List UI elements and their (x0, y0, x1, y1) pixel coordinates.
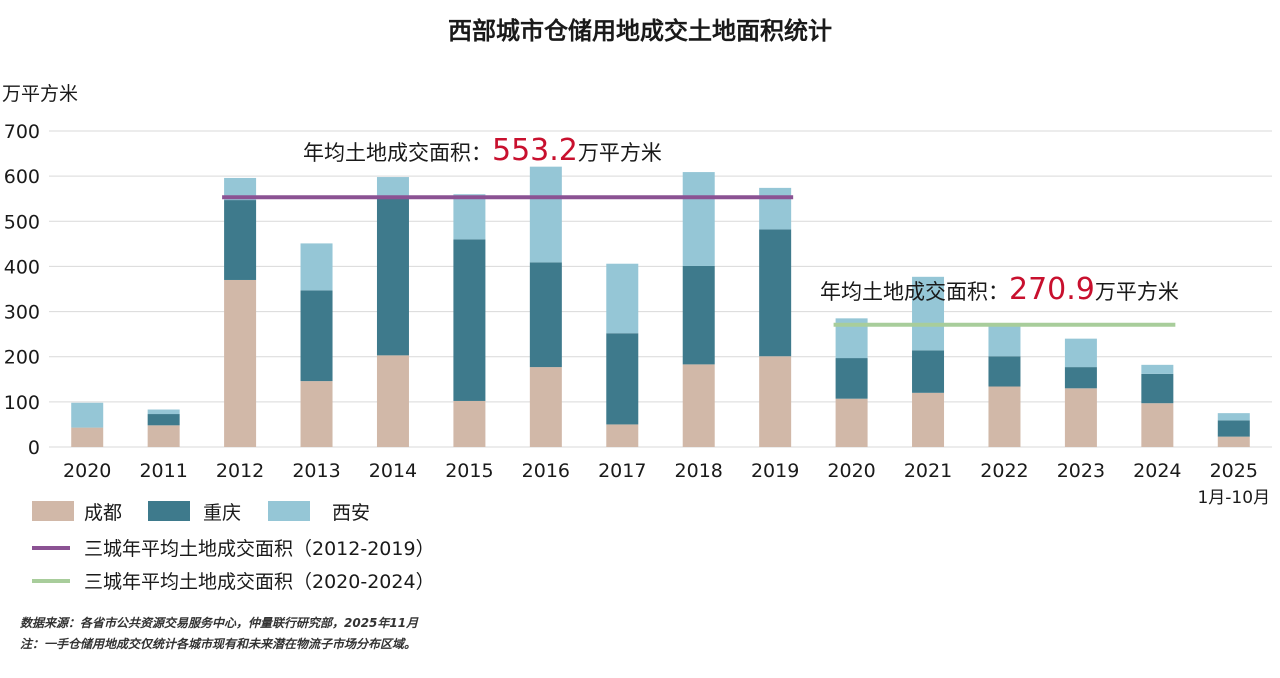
legend-swatch-chongqing (148, 501, 190, 521)
bar-xian (1064, 338, 1097, 368)
x-tick-label: 2019 (751, 460, 799, 482)
bar-chengdu (71, 427, 104, 447)
x-tick-label: 2011 (139, 460, 187, 482)
bar-chongqing (300, 290, 333, 382)
bar-xian (1217, 413, 1250, 421)
average-annotation-1-suffix: 万平方米 (578, 141, 662, 165)
bar-xian (912, 276, 945, 351)
bar-chongqing (376, 198, 409, 356)
legend-label-avg-2020-2024: 三城年平均土地成交面积（2020-2024） (84, 571, 435, 593)
bar-xian (376, 177, 409, 199)
bar-chengdu (912, 392, 945, 447)
bar-chongqing (835, 358, 868, 399)
bar-xian (147, 409, 180, 415)
bar-chongqing (912, 350, 945, 393)
bar-chongqing (529, 262, 562, 368)
bar-chengdu (1217, 436, 1250, 447)
x-tick-label: 2015 (445, 460, 493, 482)
y-tick-label: 500 (4, 211, 40, 233)
bar-chengdu (835, 398, 868, 447)
average-annotation-1-prefix: 年均土地成交面积： (303, 141, 492, 165)
bar-chengdu (453, 400, 486, 447)
footnote-source: 数据来源：各省市公共资源交易服务中心，仲量联行研究部，2025年11月 (20, 616, 419, 630)
bar-xian (759, 187, 792, 230)
average-annotation-1-value: 553.2 (492, 133, 578, 168)
y-tick-label: 200 (4, 347, 40, 369)
bar-chongqing (224, 200, 257, 280)
bar-chongqing (1141, 373, 1174, 404)
bar-xian (1141, 364, 1174, 374)
bar-chengdu (682, 364, 715, 447)
x-tick-label: 2014 (369, 460, 417, 482)
bar-chengdu (147, 425, 180, 447)
bar-xian (529, 166, 562, 263)
bar-chengdu (988, 386, 1021, 447)
bar-chengdu (376, 355, 409, 447)
x-tick-label: 2021 (904, 460, 952, 482)
y-tick-label: 100 (4, 392, 40, 414)
bar-chengdu (300, 381, 333, 447)
y-tick-label: 600 (4, 166, 40, 188)
bar-xian (988, 326, 1021, 357)
x-tick-label: 2023 (1057, 460, 1105, 482)
bar-xian (71, 402, 104, 428)
footnote-note: 注：一手仓储用地成交仅统计各城市现有和未来潜在物流子市场分布区域。 (20, 637, 416, 651)
legend-label-xian: 西安 (332, 502, 370, 524)
bar-chengdu (529, 367, 562, 447)
legend-label-chongqing: 重庆 (203, 502, 241, 524)
y-axis-label: 万平方米 (2, 83, 78, 105)
bar-chongqing (453, 239, 486, 401)
y-tick-label: 300 (4, 302, 40, 324)
x-tick-label: 2020 (63, 460, 111, 482)
x-axis-ticks: 2020 2011 2012 2013 2014 2015 2016 2017 2018 2019… (63, 460, 1270, 508)
bar-xian (682, 172, 715, 266)
x-tick-label: 2017 (598, 460, 646, 482)
bar-chengdu (759, 356, 792, 447)
bar-xian (224, 177, 257, 201)
x-tick-label: 2022 (980, 460, 1028, 482)
x-tick-label: 2024 (1133, 460, 1181, 482)
bar-chongqing (1217, 420, 1250, 437)
average-lines (222, 195, 1176, 327)
bar-chengdu (224, 279, 257, 447)
y-tick-label: 700 (4, 121, 40, 143)
y-tick-label: 0 (28, 437, 40, 459)
legend-swatch-chengdu (32, 501, 74, 521)
legend-label-avg-2012-2019: 三城年平均土地成交面积（2012-2019） (84, 538, 435, 560)
average-annotation-1: 年均土地成交面积：553.2万平方米 (303, 133, 662, 168)
y-axis-ticks: 0 100 200 300 400 500 600 700 (4, 121, 40, 459)
average-annotation-2-suffix: 万平方米 (1095, 280, 1179, 304)
bar-chongqing (759, 229, 792, 357)
x-tick-label: 2025 (1210, 460, 1258, 482)
x-tick-label: 2018 (675, 460, 723, 482)
bar-xian (606, 263, 639, 334)
average-annotation-2: 年均土地成交面积：270.9万平方米 (820, 272, 1179, 307)
bar-chongqing (988, 356, 1021, 387)
x-tick-label: 2012 (216, 460, 264, 482)
bar-chongqing (1064, 367, 1097, 389)
bar-chengdu (1141, 403, 1174, 447)
bars (71, 166, 1250, 447)
bar-chengdu (1064, 388, 1097, 447)
bar-chongqing (682, 265, 715, 365)
chart-title: 西部城市仓储用地成交土地面积统计 (448, 17, 832, 45)
y-tick-label: 400 (4, 256, 40, 278)
legend: 成都 重庆 西安 三城年平均土地成交面积（2012-2019） 三城年平均土地成… (32, 501, 435, 593)
average-annotation-2-value: 270.9 (1009, 272, 1095, 307)
x-tick-label: 2020 (827, 460, 875, 482)
x-tick-label: 2016 (522, 460, 570, 482)
bar-xian (453, 194, 486, 240)
x-tick-label: 2013 (292, 460, 340, 482)
bar-chongqing (606, 333, 639, 425)
bar-chengdu (606, 424, 639, 447)
bar-chongqing (147, 414, 180, 426)
x-tick-sublabel: 1月-10月 (1197, 488, 1270, 508)
legend-label-chengdu: 成都 (84, 502, 122, 524)
bar-xian (300, 243, 333, 291)
average-annotation-2-prefix: 年均土地成交面积： (820, 280, 1009, 304)
legend-swatch-xian (268, 501, 310, 521)
